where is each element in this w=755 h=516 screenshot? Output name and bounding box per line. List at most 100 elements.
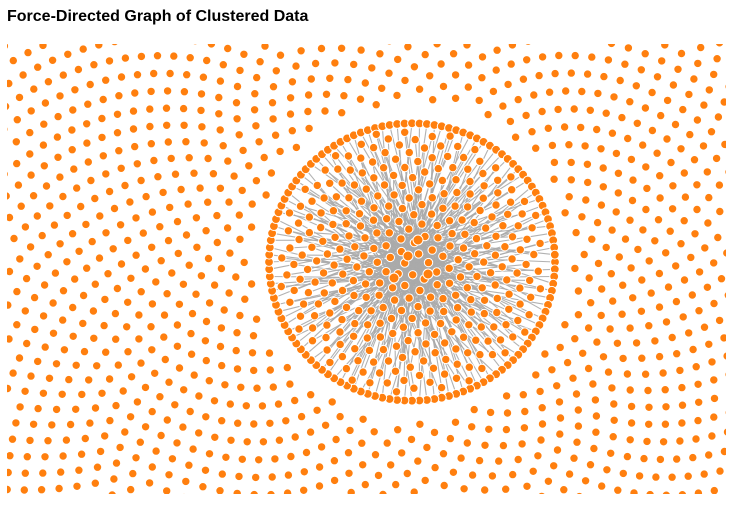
background-node[interactable] [393, 54, 403, 65]
background-node[interactable] [134, 310, 144, 320]
background-node[interactable] [112, 109, 123, 120]
cluster-node[interactable] [505, 197, 516, 207]
hub-node[interactable] [402, 250, 414, 262]
background-node[interactable] [409, 487, 419, 496]
cluster-node[interactable] [368, 142, 379, 153]
background-node[interactable] [186, 328, 196, 339]
background-node[interactable] [676, 48, 687, 59]
cluster-node[interactable] [335, 339, 345, 350]
background-node[interactable] [86, 175, 96, 186]
background-node[interactable] [235, 65, 245, 76]
background-node[interactable] [573, 310, 584, 320]
background-node[interactable] [7, 434, 18, 444]
cluster-node[interactable] [513, 315, 523, 326]
background-node[interactable] [78, 290, 89, 301]
background-node[interactable] [187, 308, 198, 319]
background-node[interactable] [216, 263, 227, 274]
background-node[interactable] [583, 323, 594, 333]
background-node[interactable] [185, 53, 195, 63]
background-node[interactable] [107, 490, 117, 499]
background-node[interactable] [125, 412, 136, 422]
background-node[interactable] [549, 174, 559, 184]
background-node[interactable] [625, 323, 635, 333]
background-node[interactable] [505, 116, 516, 127]
background-node[interactable] [132, 70, 143, 80]
background-node[interactable] [716, 274, 726, 284]
background-node[interactable] [729, 67, 737, 75]
background-node[interactable] [156, 256, 166, 266]
background-node[interactable] [569, 453, 579, 463]
background-node[interactable] [18, 70, 28, 80]
background-node[interactable] [282, 488, 293, 497]
background-node[interactable] [29, 84, 39, 94]
cluster-node[interactable] [302, 264, 313, 275]
background-node[interactable] [252, 383, 262, 393]
background-node[interactable] [67, 145, 77, 155]
background-node[interactable] [620, 234, 631, 244]
background-node[interactable] [108, 244, 118, 254]
background-node[interactable] [573, 286, 584, 296]
background-node[interactable] [667, 472, 677, 482]
background-node[interactable] [527, 127, 537, 137]
background-node[interactable] [140, 264, 151, 274]
background-node[interactable] [735, 238, 743, 246]
background-node[interactable] [53, 152, 63, 163]
background-node[interactable] [3, 383, 13, 394]
background-node[interactable] [707, 357, 717, 367]
cluster-node[interactable] [421, 339, 431, 349]
background-node[interactable] [609, 92, 619, 102]
cluster-node[interactable] [527, 223, 537, 233]
background-node[interactable] [722, 351, 731, 361]
cluster-node[interactable] [368, 357, 379, 367]
background-node[interactable] [74, 465, 84, 475]
background-node[interactable] [11, 418, 21, 428]
background-node[interactable] [152, 51, 163, 61]
background-node[interactable] [566, 157, 576, 168]
background-node[interactable] [179, 87, 190, 97]
background-node[interactable] [642, 183, 652, 194]
cluster-node[interactable] [495, 335, 506, 345]
background-node[interactable] [266, 168, 277, 178]
background-node[interactable] [114, 146, 124, 156]
background-node[interactable] [617, 112, 627, 123]
cluster-node[interactable] [432, 267, 442, 277]
cluster-node[interactable] [415, 285, 425, 296]
background-node[interactable] [606, 448, 616, 458]
background-node[interactable] [116, 259, 127, 269]
background-node[interactable] [232, 81, 243, 92]
cluster-node[interactable] [444, 216, 455, 226]
cluster-node[interactable] [413, 249, 424, 259]
background-node[interactable] [688, 344, 698, 355]
background-node[interactable] [200, 336, 211, 346]
background-node[interactable] [480, 440, 490, 450]
background-node[interactable] [531, 143, 541, 153]
background-node[interactable] [25, 435, 35, 446]
background-node[interactable] [371, 100, 381, 110]
cluster-node[interactable] [522, 234, 532, 245]
background-node[interactable] [358, 414, 368, 424]
cluster-node[interactable] [470, 144, 480, 155]
background-node[interactable] [343, 74, 353, 85]
background-node[interactable] [254, 137, 264, 147]
background-node[interactable] [378, 489, 388, 498]
cluster-node[interactable] [399, 375, 409, 386]
background-node[interactable] [580, 141, 590, 151]
background-node[interactable] [513, 94, 523, 105]
background-node[interactable] [569, 104, 579, 114]
background-node[interactable] [491, 65, 501, 75]
background-node[interactable] [645, 489, 655, 498]
background-node[interactable] [85, 418, 95, 428]
cluster-node[interactable] [322, 320, 332, 330]
background-node[interactable] [250, 89, 260, 99]
background-node[interactable] [494, 456, 504, 466]
background-node[interactable] [636, 306, 647, 316]
background-node[interactable] [689, 74, 699, 84]
background-node[interactable] [474, 95, 484, 106]
background-node[interactable] [146, 322, 156, 332]
background-node[interactable] [537, 491, 546, 500]
background-node[interactable] [606, 39, 617, 49]
background-node[interactable] [484, 424, 494, 434]
background-node[interactable] [655, 193, 665, 203]
background-node[interactable] [203, 197, 213, 207]
